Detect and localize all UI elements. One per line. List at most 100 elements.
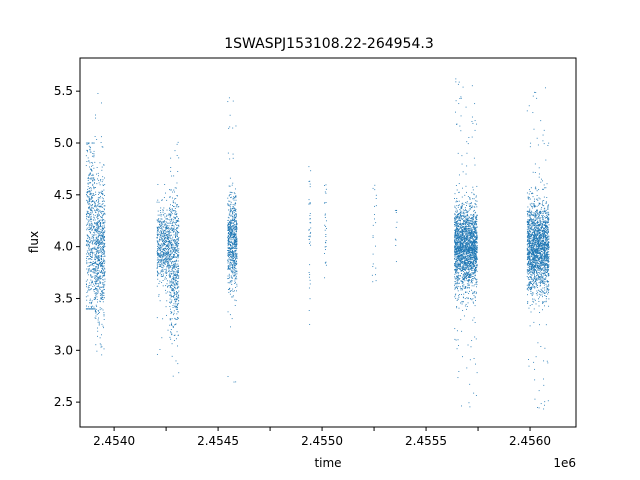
data-point bbox=[460, 216, 462, 218]
data-point bbox=[98, 203, 99, 205]
data-point bbox=[232, 296, 234, 298]
data-point bbox=[100, 246, 102, 248]
data-point bbox=[95, 222, 97, 224]
data-point bbox=[176, 299, 178, 300]
data-point bbox=[99, 287, 100, 289]
data-point bbox=[92, 175, 94, 176]
data-point bbox=[174, 211, 176, 213]
data-point bbox=[232, 229, 233, 231]
data-point bbox=[172, 277, 174, 279]
data-point bbox=[460, 235, 462, 237]
data-point bbox=[468, 271, 470, 273]
data-point bbox=[460, 231, 462, 233]
data-point bbox=[235, 215, 237, 217]
data-point bbox=[325, 202, 327, 203]
data-point bbox=[101, 291, 103, 293]
data-point bbox=[234, 271, 236, 273]
data-point bbox=[98, 179, 100, 181]
data-point bbox=[98, 312, 100, 314]
data-point bbox=[174, 239, 176, 241]
data-point bbox=[93, 271, 95, 273]
data-point bbox=[470, 252, 472, 254]
data-point bbox=[234, 197, 236, 199]
data-point bbox=[460, 239, 462, 241]
data-point bbox=[97, 204, 98, 206]
data-point bbox=[473, 225, 475, 227]
data-point bbox=[232, 100, 234, 102]
data-point bbox=[171, 322, 173, 324]
data-point bbox=[88, 308, 90, 310]
data-point bbox=[232, 261, 234, 263]
data-point bbox=[90, 262, 92, 263]
data-point bbox=[88, 173, 90, 175]
data-point bbox=[476, 264, 478, 266]
data-point bbox=[228, 268, 230, 270]
data-point bbox=[475, 264, 477, 266]
data-point bbox=[476, 226, 478, 228]
data-point bbox=[161, 238, 163, 240]
data-point bbox=[98, 249, 100, 251]
data-point bbox=[461, 405, 463, 407]
data-point bbox=[166, 237, 168, 239]
data-point bbox=[86, 218, 87, 220]
data-point bbox=[97, 290, 98, 292]
data-point bbox=[161, 239, 163, 241]
data-point bbox=[88, 202, 90, 204]
data-point bbox=[166, 274, 167, 276]
data-point bbox=[476, 249, 478, 251]
data-point bbox=[95, 241, 97, 243]
data-point bbox=[97, 226, 99, 227]
data-point bbox=[92, 164, 94, 166]
data-point bbox=[463, 220, 464, 222]
data-point bbox=[170, 214, 172, 215]
data-point bbox=[87, 222, 89, 224]
data-point bbox=[456, 209, 458, 211]
data-point bbox=[236, 223, 238, 225]
data-point bbox=[233, 271, 235, 273]
data-point bbox=[157, 230, 159, 232]
data-point bbox=[236, 222, 238, 224]
data-point bbox=[175, 266, 177, 268]
data-point bbox=[464, 268, 466, 270]
data-point bbox=[100, 228, 102, 230]
data-point bbox=[473, 292, 475, 294]
data-point bbox=[98, 323, 100, 325]
data-point bbox=[98, 270, 100, 272]
data-point bbox=[102, 193, 104, 195]
data-point bbox=[474, 245, 476, 246]
data-point bbox=[89, 172, 91, 174]
data-point bbox=[456, 269, 458, 271]
data-point bbox=[97, 239, 99, 241]
data-point bbox=[230, 226, 232, 228]
data-point bbox=[463, 245, 465, 247]
data-point bbox=[169, 215, 171, 217]
data-point bbox=[470, 250, 472, 251]
data-point bbox=[475, 267, 476, 269]
data-point bbox=[101, 260, 102, 262]
data-point bbox=[90, 216, 92, 217]
data-point bbox=[459, 269, 461, 270]
data-point bbox=[231, 231, 232, 233]
data-point bbox=[159, 227, 161, 229]
data-point bbox=[473, 227, 475, 229]
data-point bbox=[90, 275, 92, 276]
data-point bbox=[474, 256, 476, 257]
data-point bbox=[454, 256, 456, 258]
data-point bbox=[97, 266, 99, 268]
data-point bbox=[97, 236, 99, 238]
data-point bbox=[163, 239, 165, 240]
data-point bbox=[462, 309, 464, 311]
data-point bbox=[90, 263, 92, 265]
data-point bbox=[176, 275, 178, 277]
data-point bbox=[162, 252, 164, 254]
data-point bbox=[473, 235, 475, 237]
data-point bbox=[310, 170, 312, 172]
data-point bbox=[87, 211, 89, 213]
data-point bbox=[176, 274, 177, 276]
data-point bbox=[104, 220, 106, 222]
data-point bbox=[467, 229, 469, 231]
data-point bbox=[460, 270, 462, 272]
data-point bbox=[169, 260, 171, 262]
data-point bbox=[232, 228, 234, 230]
data-point bbox=[474, 220, 476, 222]
